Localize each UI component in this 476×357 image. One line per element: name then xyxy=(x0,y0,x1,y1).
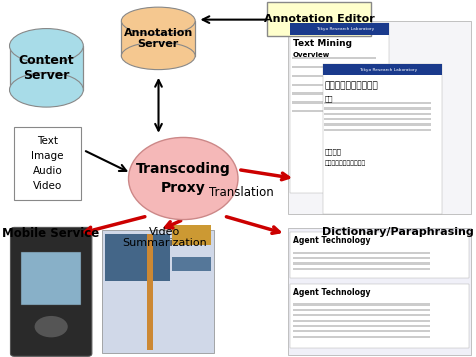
Circle shape xyxy=(129,137,238,220)
Text: Tokyo Research Laboratory: Tokyo Research Laboratory xyxy=(359,67,417,71)
FancyBboxPatch shape xyxy=(21,252,81,305)
Text: Transcoding
Proxy: Transcoding Proxy xyxy=(136,162,231,195)
Ellipse shape xyxy=(35,316,68,337)
FancyBboxPatch shape xyxy=(293,252,430,254)
Text: Translation: Translation xyxy=(209,186,274,198)
Text: Agent Technology: Agent Technology xyxy=(293,236,370,246)
FancyBboxPatch shape xyxy=(292,66,375,68)
FancyBboxPatch shape xyxy=(292,92,375,95)
FancyBboxPatch shape xyxy=(292,84,376,86)
FancyBboxPatch shape xyxy=(172,257,211,271)
FancyBboxPatch shape xyxy=(324,107,431,110)
FancyBboxPatch shape xyxy=(293,257,430,259)
FancyBboxPatch shape xyxy=(290,23,389,193)
FancyBboxPatch shape xyxy=(102,230,214,353)
FancyBboxPatch shape xyxy=(292,57,376,59)
Text: Dictionary/Paraphrasing: Dictionary/Paraphrasing xyxy=(322,227,474,237)
FancyBboxPatch shape xyxy=(292,101,373,104)
Text: テキストからの概念抽出: テキストからの概念抽出 xyxy=(325,160,366,166)
Text: Mobile Service: Mobile Service xyxy=(2,227,99,240)
Text: Tokyo Research Laboratory: Tokyo Research Laboratory xyxy=(316,27,374,31)
Ellipse shape xyxy=(10,29,83,63)
Text: 調査項目: 調査項目 xyxy=(325,149,341,155)
FancyBboxPatch shape xyxy=(10,46,83,90)
FancyBboxPatch shape xyxy=(172,225,211,245)
Text: Annotation Editor: Annotation Editor xyxy=(264,14,374,24)
FancyBboxPatch shape xyxy=(290,284,469,348)
FancyBboxPatch shape xyxy=(293,262,430,265)
Text: Annotation
Server: Annotation Server xyxy=(124,27,193,49)
FancyBboxPatch shape xyxy=(324,124,431,126)
FancyBboxPatch shape xyxy=(324,129,431,131)
FancyBboxPatch shape xyxy=(292,110,376,112)
Text: Text
Image
Audio
Video: Text Image Audio Video xyxy=(31,136,64,191)
Text: テキスト・マイニング: テキスト・マイニング xyxy=(325,81,378,90)
FancyBboxPatch shape xyxy=(293,320,430,322)
Text: 概要: 概要 xyxy=(325,95,333,102)
Text: Content
Server: Content Server xyxy=(19,54,74,82)
FancyBboxPatch shape xyxy=(267,2,371,36)
FancyBboxPatch shape xyxy=(14,127,81,200)
FancyBboxPatch shape xyxy=(292,75,373,77)
Text: Video
Summarization: Video Summarization xyxy=(122,227,207,248)
FancyBboxPatch shape xyxy=(293,309,430,311)
FancyBboxPatch shape xyxy=(288,21,471,214)
Text: Overview: Overview xyxy=(293,52,330,58)
Text: Text Mining: Text Mining xyxy=(293,39,352,48)
FancyBboxPatch shape xyxy=(293,268,430,270)
FancyBboxPatch shape xyxy=(323,64,442,75)
FancyBboxPatch shape xyxy=(105,234,169,281)
Ellipse shape xyxy=(121,7,195,35)
FancyBboxPatch shape xyxy=(288,228,471,355)
FancyBboxPatch shape xyxy=(290,23,389,35)
FancyBboxPatch shape xyxy=(293,314,430,316)
FancyBboxPatch shape xyxy=(293,325,430,327)
FancyBboxPatch shape xyxy=(147,234,153,350)
FancyBboxPatch shape xyxy=(323,64,442,214)
Text: Agent Technology: Agent Technology xyxy=(293,288,370,297)
FancyBboxPatch shape xyxy=(293,303,430,306)
Ellipse shape xyxy=(10,72,83,107)
FancyBboxPatch shape xyxy=(324,113,431,115)
FancyBboxPatch shape xyxy=(293,336,430,338)
FancyBboxPatch shape xyxy=(290,232,469,278)
FancyBboxPatch shape xyxy=(293,330,430,332)
Ellipse shape xyxy=(121,42,195,70)
FancyBboxPatch shape xyxy=(10,227,92,356)
FancyBboxPatch shape xyxy=(324,118,431,120)
FancyBboxPatch shape xyxy=(324,102,431,104)
FancyBboxPatch shape xyxy=(121,21,195,56)
